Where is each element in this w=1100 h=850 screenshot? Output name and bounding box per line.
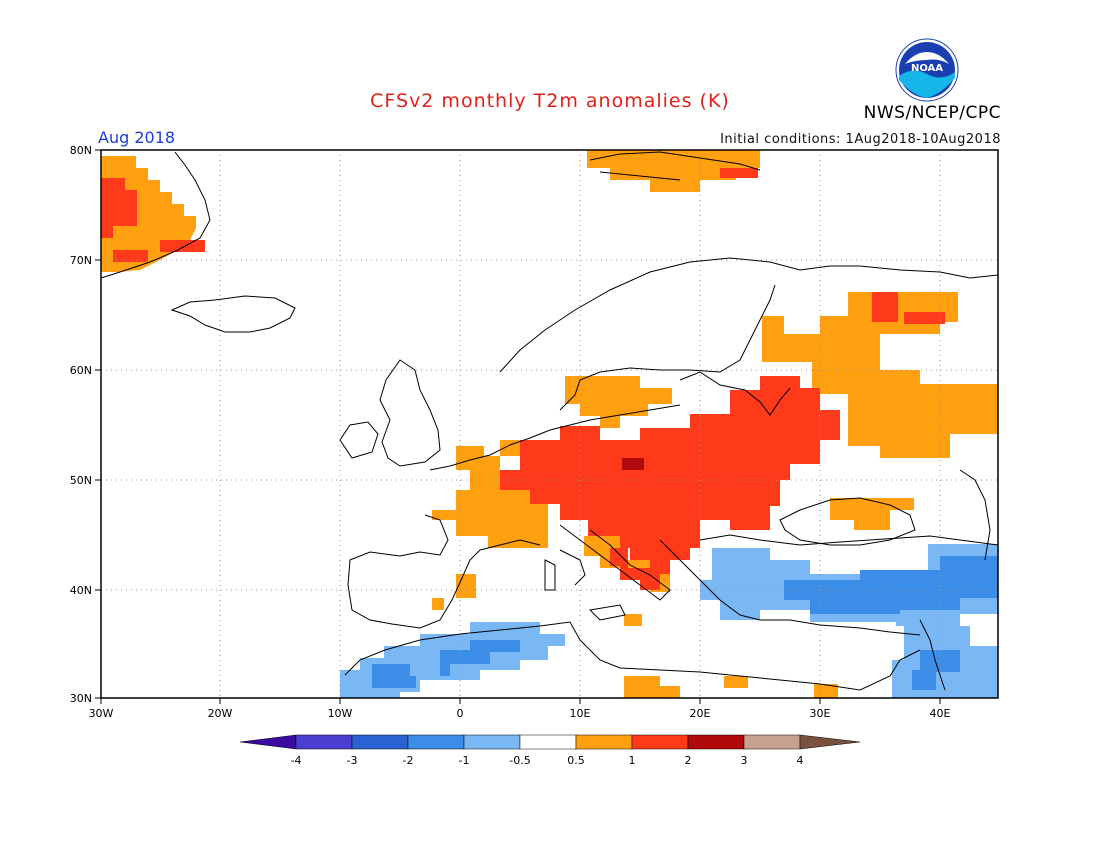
- lon-label-40e: 40E: [930, 707, 951, 720]
- anomaly-fields: [101, 150, 998, 698]
- tick-marks: [95, 149, 941, 704]
- lon-label-20w: 20W: [208, 707, 233, 720]
- colorbar-bin: [631, 734, 689, 750]
- anomaly-nw-russia-red: [872, 292, 898, 322]
- anomaly-sahara-orange: [624, 614, 838, 698]
- anomaly-czech-darkred: [622, 458, 644, 470]
- lon-label-0: 0: [457, 707, 464, 720]
- map-frame: [100, 149, 999, 699]
- colorbar-label: 2: [685, 754, 692, 767]
- anomaly-nw-russia-orange: [762, 292, 998, 458]
- anomaly-central-europe-red: [500, 376, 840, 574]
- anomaly-iberia-orange: [432, 574, 476, 610]
- anomaly-balkan-red: [610, 548, 660, 590]
- anomaly-turkey-blue: [784, 556, 998, 614]
- colorbar-bin: [743, 734, 801, 750]
- colorbar-cap-right: [799, 734, 861, 750]
- colorbar-bin: [687, 734, 745, 750]
- lon-label-10w: 10W: [328, 707, 353, 720]
- colorbar-label: 4: [797, 754, 804, 767]
- noaa-logo-text: NOAA: [911, 63, 943, 74]
- lon-label-10e: 10E: [570, 707, 591, 720]
- lat-label-40n: 40N: [70, 584, 92, 597]
- colorbar-bin: [519, 734, 577, 750]
- colorbar-label: 0.5: [567, 754, 585, 767]
- agency-label: NWS/NCEP/CPC: [863, 103, 1001, 123]
- colorbar-bin: [407, 734, 465, 750]
- coastlines: [100, 151, 999, 691]
- lat-label-60n: 60N: [70, 364, 92, 377]
- figure-title: CFSv2 monthly T2m anomalies (K): [370, 90, 730, 112]
- colorbar-cap-left: [239, 734, 297, 750]
- colorbar-label: -3: [347, 754, 358, 767]
- anomaly-eastmed-blue: [912, 650, 960, 690]
- anomaly-france-orange: [432, 446, 548, 548]
- colorbar-bin: [295, 734, 353, 750]
- lat-label-30n: 30N: [70, 692, 92, 705]
- lat-label-70n: 70N: [70, 254, 92, 267]
- anomaly-north-africa-blue: [372, 640, 520, 688]
- lat-label-80n: 80N: [70, 144, 92, 157]
- colorbar-label: -4: [291, 754, 302, 767]
- colorbar-label: -0.5: [509, 754, 530, 767]
- lon-label-20e: 20E: [690, 707, 711, 720]
- anomaly-greenland-red2: [160, 240, 205, 252]
- initial-conditions-label: Initial conditions: 1Aug2018-10Aug2018: [720, 132, 1001, 147]
- anomaly-scandinavia-orange: [565, 376, 672, 428]
- lon-label-30e: 30E: [810, 707, 831, 720]
- colorbar: -4 -3 -2 -1 -0.5 0.5 1 2 3 4: [239, 734, 861, 767]
- anomaly-blacksea-orange: [830, 498, 914, 530]
- colorbar-label: 3: [741, 754, 748, 767]
- anomaly-svalbard-red: [720, 168, 758, 178]
- anomaly-nw-russia-red2: [904, 312, 945, 324]
- colorbar-label: -1: [459, 754, 470, 767]
- lat-label-50n: 50N: [70, 474, 92, 487]
- lon-label-30w: 30W: [89, 707, 114, 720]
- anomaly-greenland-red3: [113, 250, 148, 262]
- month-label: Aug 2018: [98, 128, 176, 147]
- colorbar-bin: [351, 734, 409, 750]
- colorbar-bin: [463, 734, 521, 750]
- colorbar-bin: [575, 734, 633, 750]
- anomaly-greenland-red: [101, 178, 137, 238]
- noaa-logo-icon: NOAA: [895, 38, 959, 102]
- colorbar-label: -2: [403, 754, 414, 767]
- colorbar-label: 1: [629, 754, 636, 767]
